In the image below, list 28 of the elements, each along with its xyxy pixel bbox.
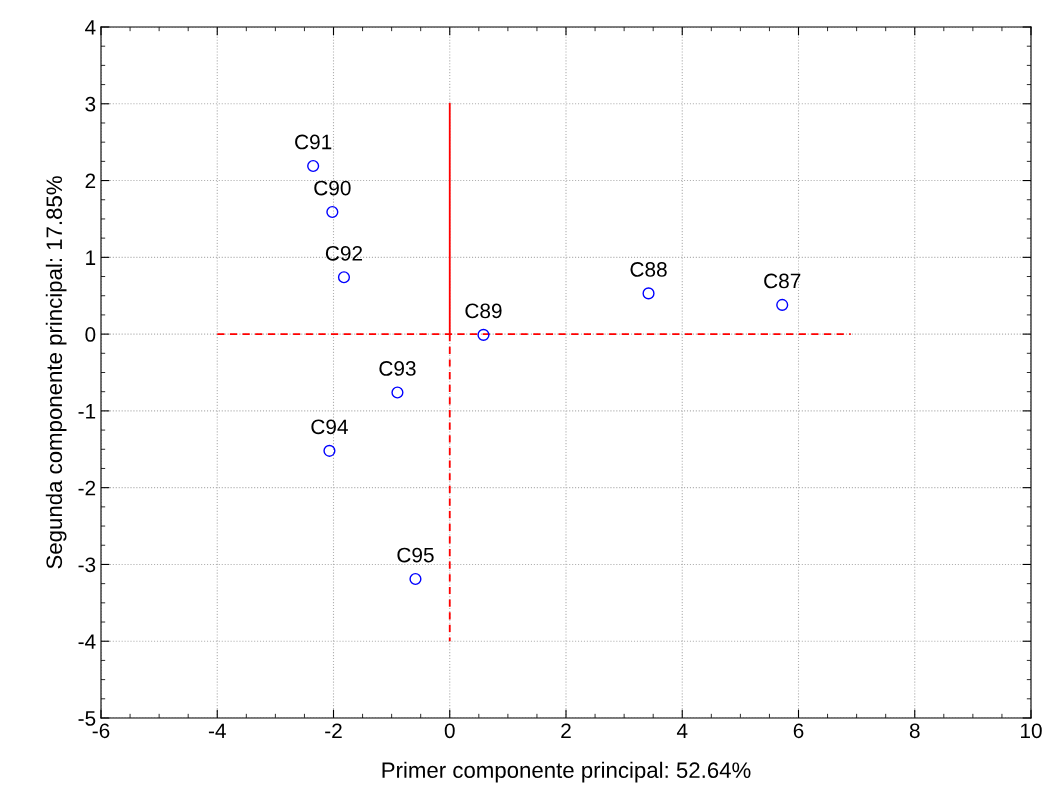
x-tick-label: 10: [1021, 723, 1042, 739]
y-tick-label: -3: [78, 557, 96, 573]
annotation: C94: [311, 419, 348, 435]
x-tick-label: 0: [444, 723, 455, 739]
x-tick-label: 2: [561, 723, 571, 738]
y-tick-label: -2: [78, 480, 96, 496]
y-tick-label: 4: [85, 20, 96, 35]
annotation: C91: [295, 134, 332, 150]
annotation: C89: [465, 303, 502, 319]
annotation: C92: [325, 245, 363, 261]
x-tick-label: 6: [793, 723, 804, 739]
y-tick-label: -1: [78, 404, 96, 419]
annotation: C95: [397, 547, 434, 563]
y-tick-label: 1: [86, 250, 96, 265]
x-tick-label: -2: [325, 723, 342, 738]
x-tick-label: -4: [208, 723, 226, 738]
x-tick-label: 4: [676, 723, 688, 738]
y-tick-label: 3: [85, 96, 96, 112]
annotation: C88: [630, 262, 667, 277]
annotation: C87: [764, 273, 801, 289]
annotation: C93: [379, 361, 416, 376]
y-tick-label: 0: [85, 327, 96, 342]
x-tick-label: 8: [909, 723, 920, 739]
y-axis-title: Segunda componente principal: 17.85%: [45, 176, 67, 569]
x-axis-title: Primer componente principal: 52.64%: [382, 761, 751, 783]
y-tick-label: -4: [78, 634, 96, 649]
annotation: C90: [314, 180, 351, 196]
y-tick-label: 2: [85, 173, 96, 189]
